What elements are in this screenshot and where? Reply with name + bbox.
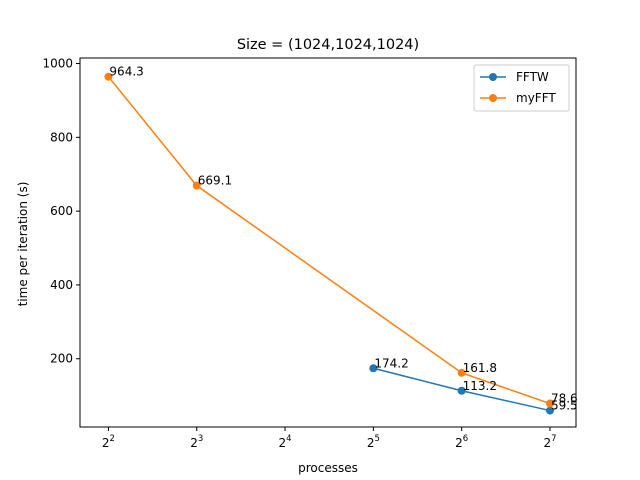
axes-frame [79, 57, 577, 428]
x-tick-label: 24 [279, 434, 292, 450]
data-label-myfft: 78.6 [551, 392, 578, 406]
x-tick-label: 23 [190, 434, 203, 450]
legend-marker-fftw [489, 73, 497, 81]
data-labels: 174.2 113.2 59.5 964.3 669.1 161.8 78.6 [109, 65, 577, 413]
x-axis-label: processes [298, 461, 358, 475]
data-point-myfft [192, 181, 201, 190]
x-tick-label: 27 [543, 434, 556, 450]
x-tick-label: 25 [367, 434, 380, 450]
y-tick-label: 200 [50, 352, 73, 366]
y-tick-label: 600 [50, 204, 73, 218]
data-label-myfft: 964.3 [109, 65, 143, 79]
series-line-myfft [107, 76, 551, 405]
x-tick-label: 26 [455, 434, 468, 450]
y-tick-label: 800 [50, 130, 73, 144]
legend-marker-myfft [489, 94, 497, 102]
legend-label-fftw: FFTW [516, 70, 549, 84]
chart-title: Size = (1024,1024,1024) [237, 37, 419, 53]
y-tick-label: 1000 [42, 57, 73, 71]
series-group [104, 72, 554, 415]
data-point-myfft [545, 399, 554, 408]
data-point-myfft [457, 368, 466, 377]
data-label-fftw: 59.5 [551, 399, 578, 413]
data-label-fftw: 113.2 [463, 379, 497, 393]
data-point-fftw [457, 386, 466, 395]
data-point-myfft [104, 72, 113, 81]
plot-area [79, 57, 577, 428]
data-label-myfft: 669.1 [198, 174, 232, 188]
x-tick-label: 22 [102, 434, 115, 450]
axes-ticks: 22 23 24 25 26 27 200 400 600 800 1000 [42, 57, 556, 450]
y-tick-label: 400 [50, 278, 73, 292]
data-point-fftw [545, 406, 554, 415]
legend: FFTW myFFT [473, 64, 570, 112]
y-axis-label: time per iteration (s) [16, 182, 30, 307]
data-label-fftw: 174.2 [374, 356, 408, 370]
legend-label-myfft: myFFT [516, 91, 556, 105]
data-point-fftw [369, 364, 378, 373]
data-label-myfft: 161.8 [463, 361, 497, 375]
